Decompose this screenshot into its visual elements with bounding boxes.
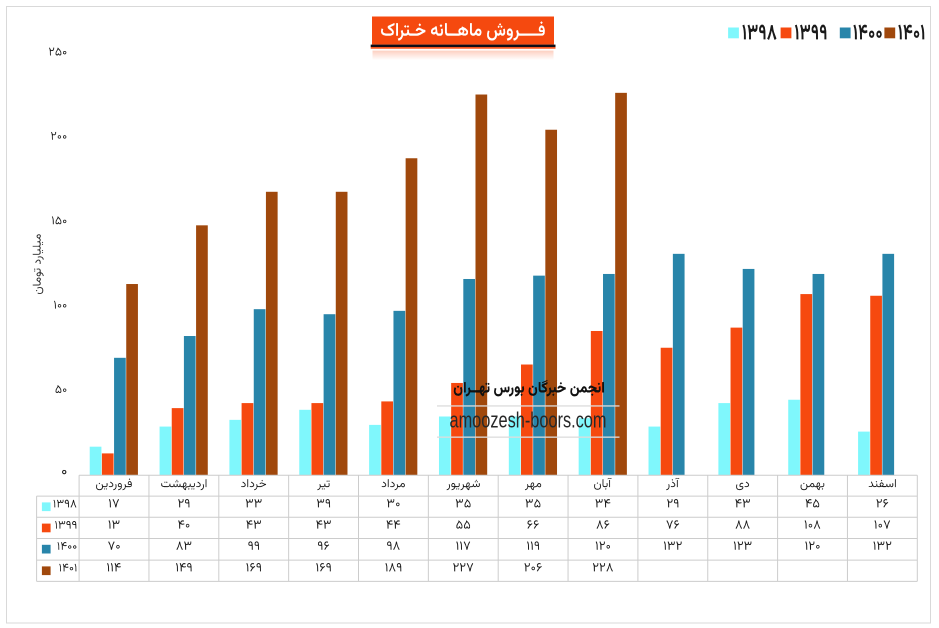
svg-text:amoozesh-boors.com: amoozesh-boors.com (450, 408, 607, 433)
